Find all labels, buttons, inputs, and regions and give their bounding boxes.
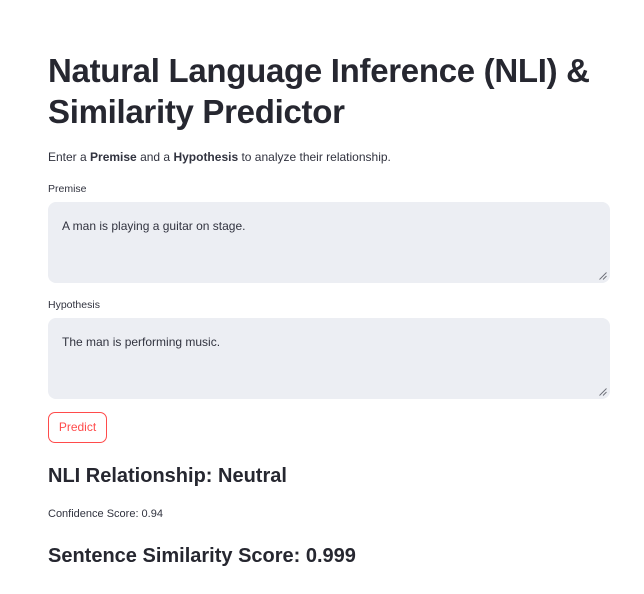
predict-button[interactable]: Predict: [48, 412, 107, 443]
resize-grip-icon[interactable]: [599, 388, 607, 396]
intro-hypothesis-bold: Hypothesis: [173, 150, 239, 164]
hypothesis-input[interactable]: [48, 318, 610, 399]
confidence-score: Confidence Score: 0.94: [48, 508, 163, 520]
hypothesis-label: Hypothesis: [48, 299, 100, 311]
hypothesis-field-container: [48, 318, 610, 399]
resize-grip-icon[interactable]: [599, 272, 607, 280]
intro-middle: and a: [136, 150, 174, 164]
intro-premise-bold: Premise: [90, 150, 137, 164]
intro-text: Enter a Premise and a Hypothesis to anal…: [48, 149, 391, 165]
nli-result-heading: NLI Relationship: Neutral: [48, 465, 287, 487]
premise-label: Premise: [48, 183, 87, 195]
premise-field-container: [48, 202, 610, 283]
page-title: Natural Language Inference (NLI) & Simil…: [48, 52, 590, 130]
similarity-result-heading: Sentence Similarity Score: 0.999: [48, 545, 356, 567]
intro-suffix: to analyze their relationship.: [238, 150, 391, 164]
intro-prefix: Enter a: [48, 150, 91, 164]
premise-input[interactable]: [48, 202, 610, 283]
